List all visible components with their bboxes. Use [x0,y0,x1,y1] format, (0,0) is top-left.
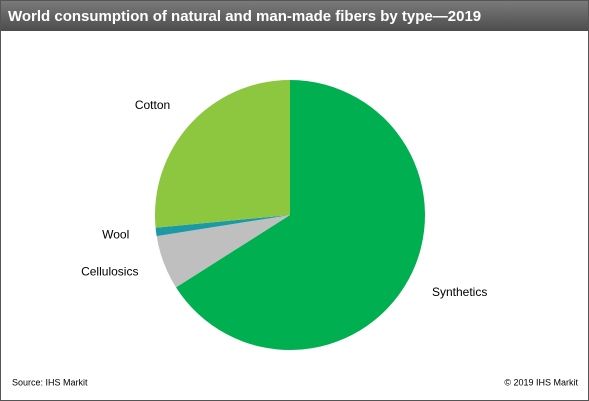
pie-slice [176,80,425,350]
slice-label: Wool [102,227,129,241]
pie-slice [156,215,290,288]
header-bar [1,1,588,31]
pie-slice [155,215,290,237]
slice-label: Cellulosics [81,264,138,278]
pie-slice [155,80,290,228]
source-note: Source: IHS Markit [12,377,88,387]
copyright-note: © 2019 IHS Markit [504,377,578,387]
slice-label: Cotton [135,98,170,112]
chart-title: World consumption of natural and man-mad… [8,8,481,25]
slice-label: Synthetics [432,285,487,299]
